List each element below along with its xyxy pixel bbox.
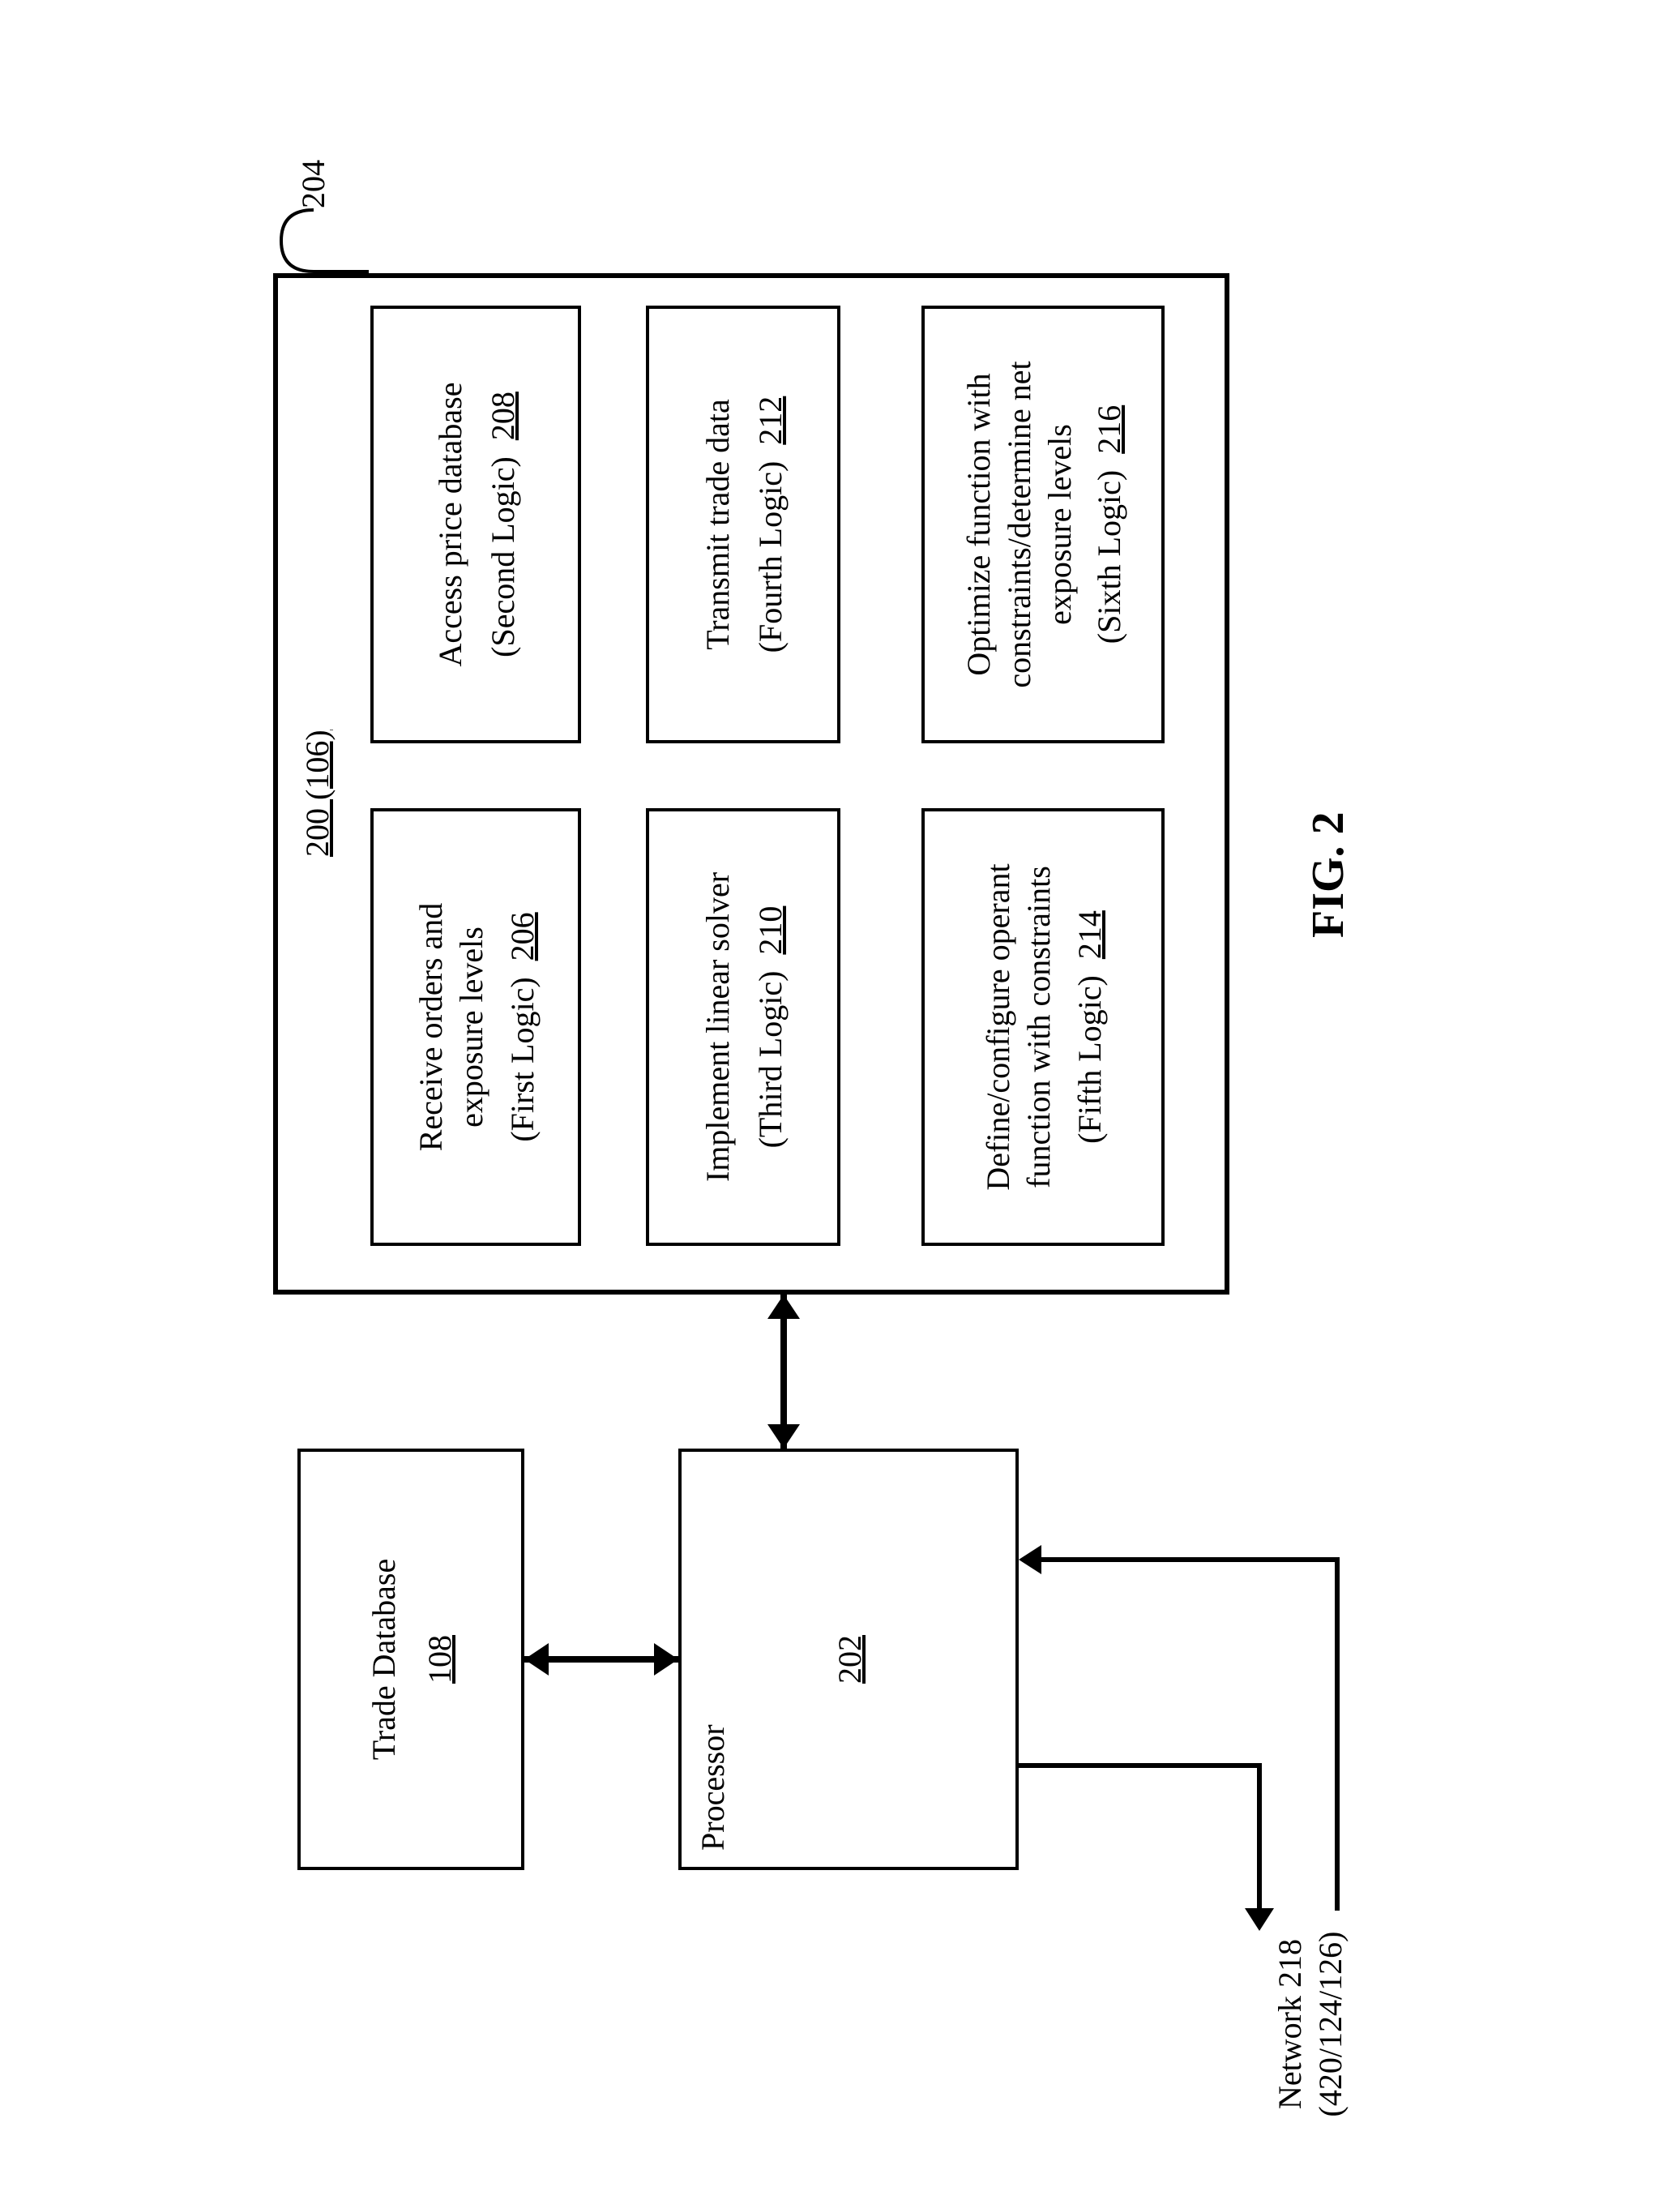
logic-1-sub: (First Logic) (502, 977, 541, 1141)
processor-ref: 202 (831, 1635, 869, 1684)
diagram-stage: Trade Database 108 Processor 202 200 (10… (111, 127, 1570, 2073)
arrow-db-proc-up (524, 1643, 549, 1676)
logic-1-title: Receive orders and exposure levels (410, 903, 491, 1152)
network-label: Network 218 (420/124/126) (1270, 1919, 1351, 2129)
network-label-line1: Network 218 (1270, 1919, 1310, 2129)
trade-database-title: Trade Database (363, 1559, 404, 1760)
network-label-line2: (420/124/126) (1310, 1919, 1351, 2129)
logic-4-box: Transmit trade data (Fourth Logic) 212 (646, 306, 840, 743)
arrow-proc-container-right (767, 1295, 800, 1319)
logic-2-box: Access price database (Second Logic) 208 (370, 306, 581, 743)
logic-1-box: Receive orders and exposure levels (Firs… (370, 808, 581, 1246)
arrow-proc-container-left (767, 1424, 800, 1449)
processor-box: Processor 202 (678, 1449, 1019, 1870)
container-brace (273, 208, 370, 273)
arrow-net-proc-in-head (1019, 1545, 1041, 1574)
logic-2-title: Access price database (430, 383, 470, 667)
logic-2-sub: (Second Logic) (483, 456, 521, 657)
figure-title: FIG. 2 (1302, 811, 1354, 938)
logic-3-sub: (Third Logic) (750, 971, 789, 1149)
logic-5-sub: (Fifth Logic) (1070, 975, 1108, 1144)
arrow-proc-net-out-v (1019, 1763, 1262, 1768)
logic-5-box: Define/configure operant function with c… (921, 808, 1165, 1246)
logic-4-title: Transmit trade data (697, 399, 737, 650)
logic-5-title: Define/configure operant function with c… (977, 863, 1058, 1190)
arrow-net-proc-in-h (1335, 1557, 1340, 1911)
logic-3-title: Implement linear solver (697, 872, 737, 1182)
arrow-proc-net-out-h (1257, 1763, 1262, 1911)
logic-1-ref: 206 (502, 912, 541, 961)
trade-database-box: Trade Database 108 (297, 1449, 524, 1870)
trade-database-ref: 108 (420, 1635, 458, 1684)
container-brace-ref: 204 (293, 160, 334, 208)
logic-6-box: Optimize function with constraints/deter… (921, 306, 1165, 743)
processor-title: Processor (693, 1724, 733, 1851)
logic-4-ref: 212 (750, 396, 789, 445)
logic-3-ref: 210 (750, 906, 789, 955)
logic-5-ref: 214 (1070, 910, 1108, 959)
logic-6-ref: 216 (1089, 405, 1127, 454)
logic-6-title: Optimize function with constraints/deter… (958, 361, 1079, 687)
logic-6-sub: (Sixth Logic) (1089, 470, 1127, 644)
arrow-db-proc-down (654, 1643, 678, 1676)
logic-3-box: Implement linear solver (Third Logic) 21… (646, 808, 840, 1246)
container-ref-label: 200 (106) (297, 730, 338, 857)
arrow-net-proc-in-v (1041, 1557, 1340, 1562)
logic-4-sub: (Fourth Logic) (750, 461, 789, 653)
logic-2-ref: 208 (483, 392, 521, 440)
